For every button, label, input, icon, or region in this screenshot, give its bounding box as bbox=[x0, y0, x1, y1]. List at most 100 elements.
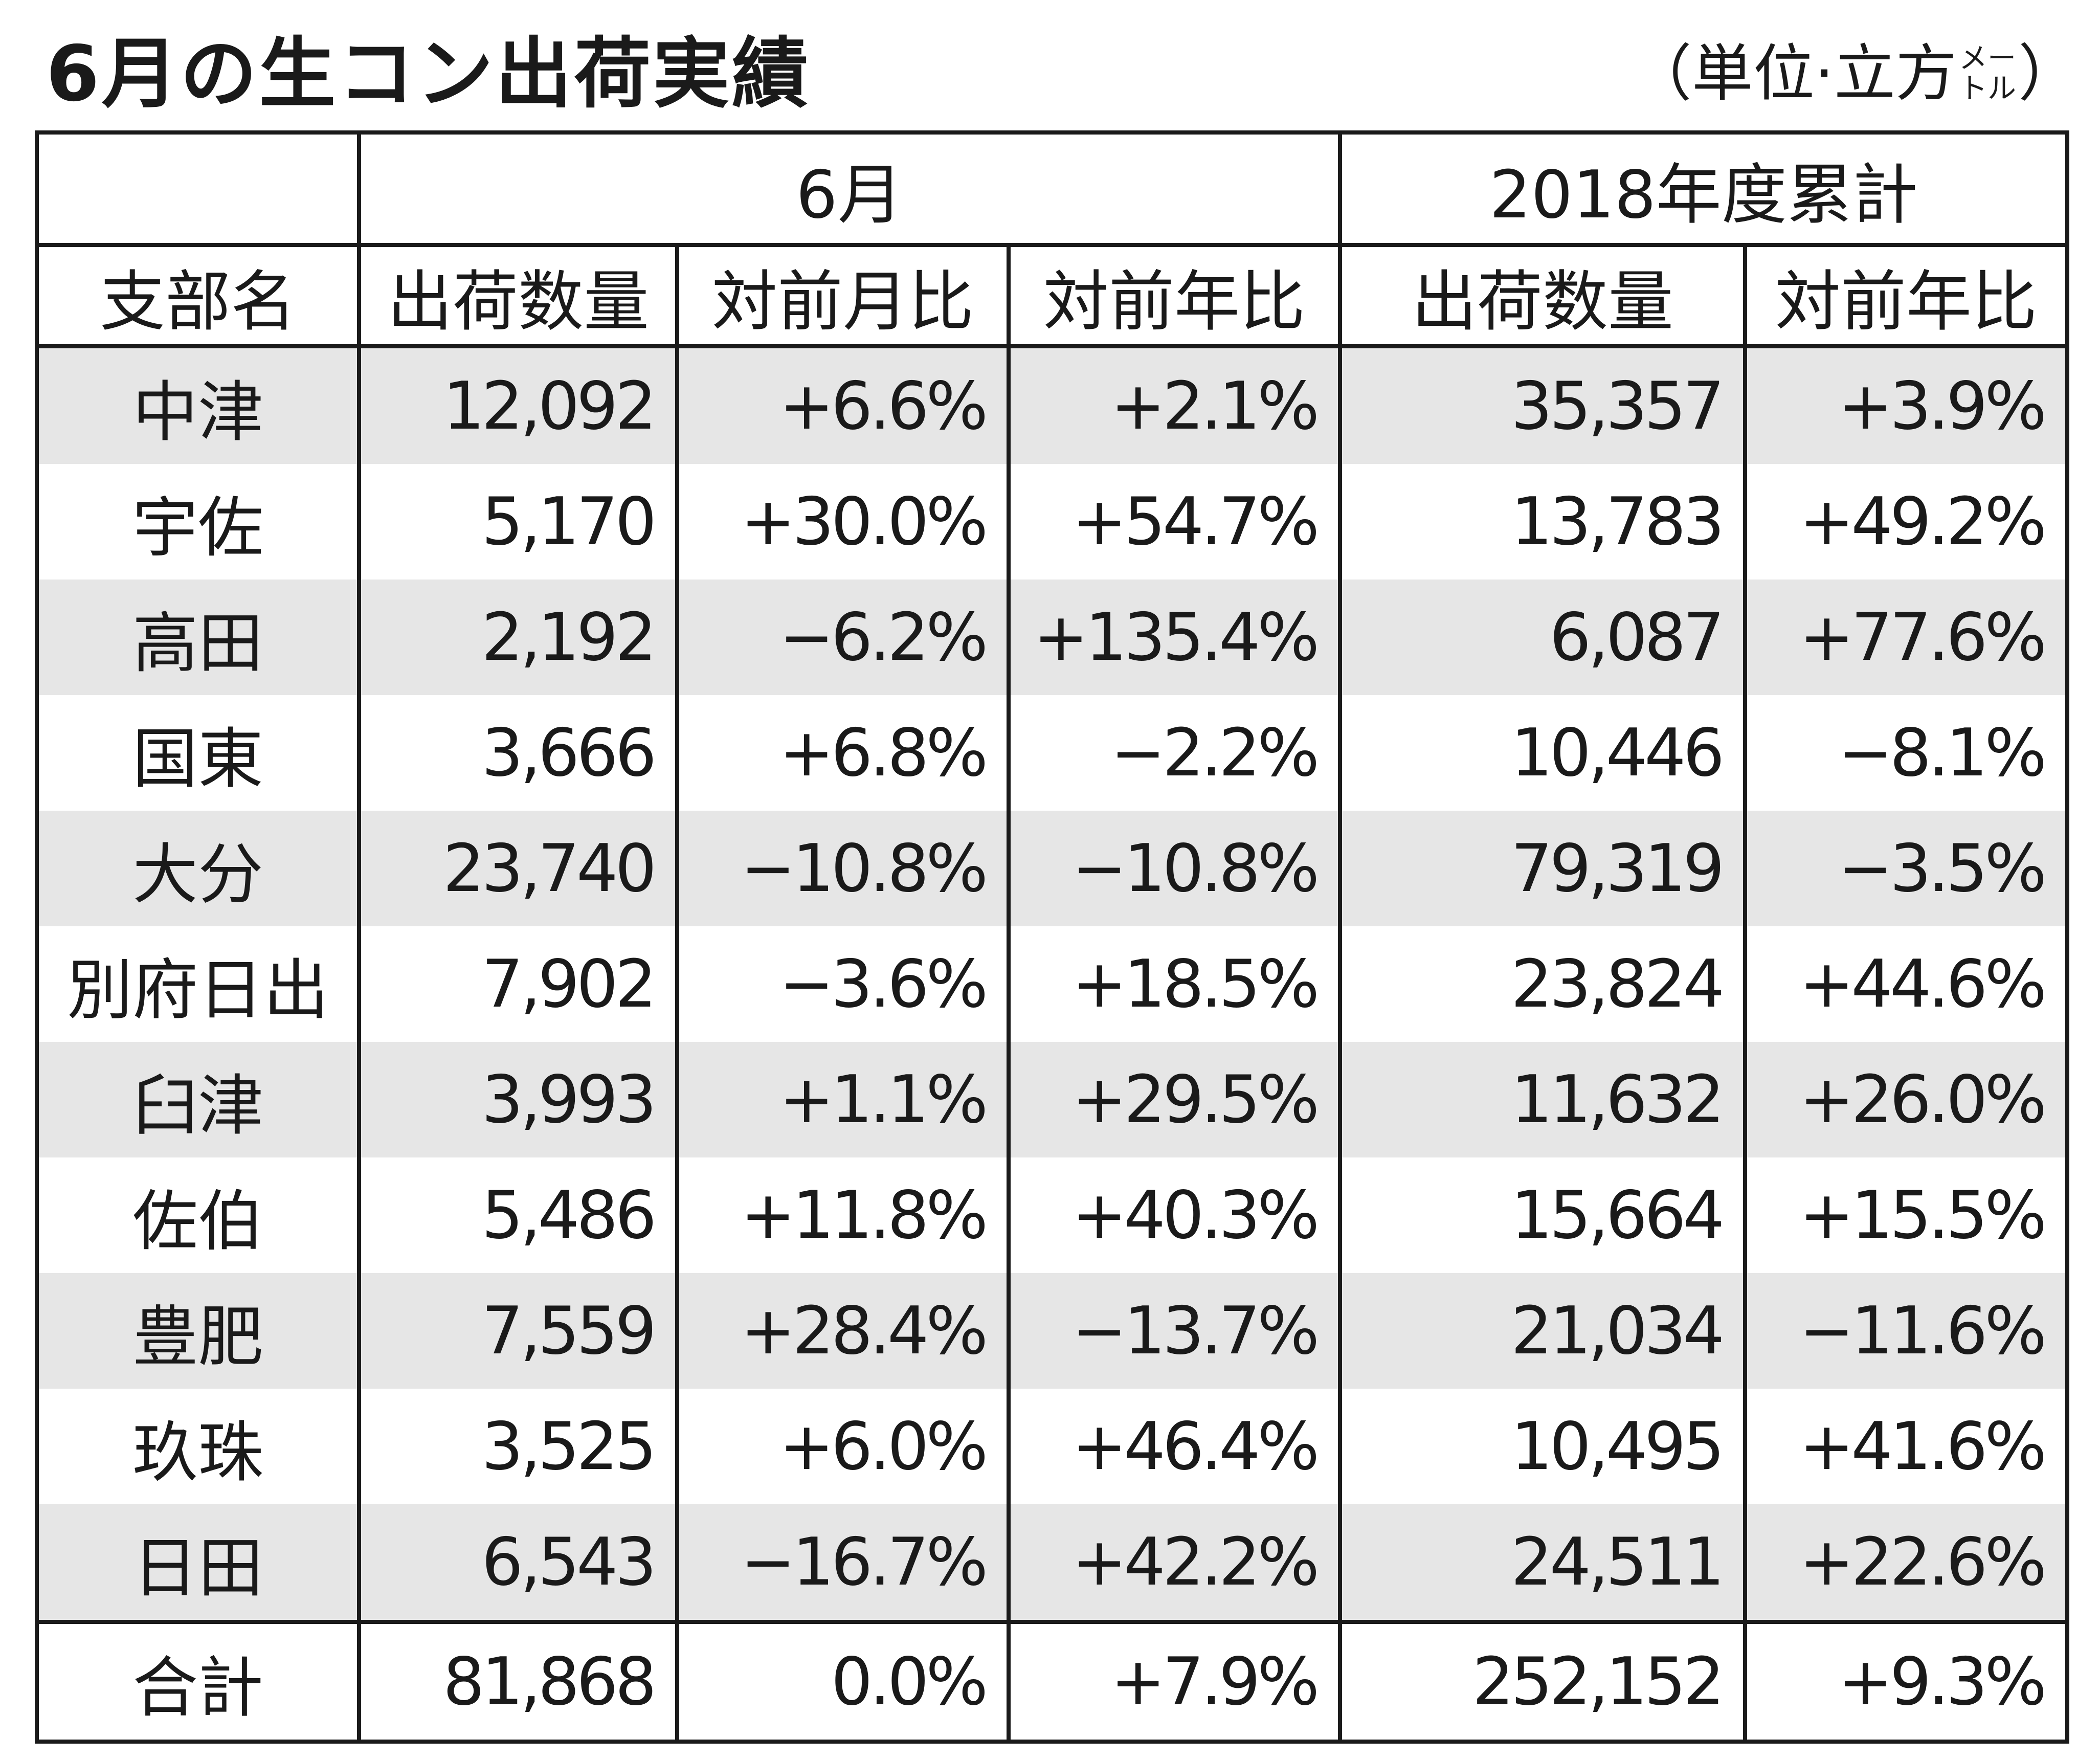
table-row: 日田 6,543 −16.7% +42.2% 24,511 +22.6% bbox=[35, 1504, 2070, 1622]
unit-suffix: ） bbox=[2018, 38, 2080, 109]
june-mom: +28.4% bbox=[675, 1273, 1011, 1389]
header-branch: 支部名 bbox=[35, 243, 361, 348]
cum-yoy: −8.1% bbox=[1742, 695, 2070, 811]
unit-note: （単位·立方 メー トル ） bbox=[1630, 43, 2080, 105]
total-june-qty: 81,868 bbox=[357, 1620, 679, 1744]
cum-qty: 79,319 bbox=[1338, 811, 1747, 926]
header-cum-qty: 出荷数量 bbox=[1338, 243, 1747, 348]
cum-yoy: +41.6% bbox=[1742, 1389, 2070, 1504]
cum-qty: 11,632 bbox=[1338, 1042, 1747, 1157]
cum-qty: 10,446 bbox=[1338, 695, 1747, 811]
june-yoy: +42.2% bbox=[1007, 1504, 1342, 1622]
cum-qty: 10,495 bbox=[1338, 1389, 1747, 1504]
total-june-mom: 0.0% bbox=[675, 1620, 1011, 1744]
branch-name: 佐伯 bbox=[35, 1157, 361, 1273]
total-cum-qty: 252,152 bbox=[1338, 1620, 1747, 1744]
june-yoy: +46.4% bbox=[1007, 1389, 1342, 1504]
table-row: 大分 23,740 −10.8% −10.8% 79,319 −3.5% bbox=[35, 811, 2070, 926]
june-mom: +30.0% bbox=[675, 464, 1011, 580]
june-qty: 3,525 bbox=[357, 1389, 679, 1504]
cum-yoy: +26.0% bbox=[1742, 1042, 2070, 1157]
table-row: 豊肥 7,559 +28.4% −13.7% 21,034 −11.6% bbox=[35, 1273, 2070, 1389]
unit-prefix: （単位·立方 bbox=[1630, 38, 1957, 109]
unit-meters-top: メー bbox=[1959, 42, 2016, 76]
june-qty: 3,666 bbox=[357, 695, 679, 811]
header-group-june: 6月 bbox=[357, 130, 1342, 247]
branch-name: 宇佐 bbox=[35, 464, 361, 580]
total-row: 合計 81,868 0.0% +7.9% 252,152 +9.3% bbox=[35, 1620, 2070, 1744]
branch-name: 大分 bbox=[35, 811, 361, 926]
header-empty-cell bbox=[35, 130, 361, 247]
cum-qty: 21,034 bbox=[1338, 1273, 1747, 1389]
header-cum-yoy: 対前年比 bbox=[1742, 243, 2070, 348]
cum-yoy: +15.5% bbox=[1742, 1157, 2070, 1273]
unit-meters-bottom: トル bbox=[1959, 72, 2016, 105]
cum-qty: 6,087 bbox=[1338, 580, 1747, 695]
header-june-yoy: 対前年比 bbox=[1007, 243, 1342, 348]
june-mom: +11.8% bbox=[675, 1157, 1011, 1273]
june-yoy: +135.4% bbox=[1007, 580, 1342, 695]
cum-qty: 35,357 bbox=[1338, 346, 1747, 464]
june-yoy: +18.5% bbox=[1007, 926, 1342, 1042]
june-mom: −16.7% bbox=[675, 1504, 1011, 1622]
header-row-groups: 6月 2018年度累計 bbox=[35, 130, 2070, 247]
june-yoy: +54.7% bbox=[1007, 464, 1342, 580]
branch-name: 日田 bbox=[35, 1504, 361, 1622]
june-yoy: −13.7% bbox=[1007, 1273, 1342, 1389]
june-yoy: +29.5% bbox=[1007, 1042, 1342, 1157]
june-yoy: −2.2% bbox=[1007, 695, 1342, 811]
june-mom: −6.2% bbox=[675, 580, 1011, 695]
branch-name: 玖珠 bbox=[35, 1389, 361, 1504]
cum-qty: 13,783 bbox=[1338, 464, 1747, 580]
cum-yoy: +77.6% bbox=[1742, 580, 2070, 695]
table-row: 別府日出 7,902 −3.6% +18.5% 23,824 +44.6% bbox=[35, 926, 2070, 1042]
june-qty: 6,543 bbox=[357, 1504, 679, 1622]
table-row: 高田 2,192 −6.2% +135.4% 6,087 +77.6% bbox=[35, 580, 2070, 695]
header-group-cumulative: 2018年度累計 bbox=[1337, 130, 2070, 247]
june-yoy: +40.3% bbox=[1007, 1157, 1342, 1273]
table-row: 臼津 3,993 +1.1% +29.5% 11,632 +26.0% bbox=[35, 1042, 2070, 1157]
table-row: 宇佐 5,170 +30.0% +54.7% 13,783 +49.2% bbox=[35, 464, 2070, 580]
branch-name: 臼津 bbox=[35, 1042, 361, 1157]
table-row: 中津 12,092 +6.6% +2.1% 35,357 +3.9% bbox=[35, 346, 2070, 464]
june-mom: +6.0% bbox=[675, 1389, 1011, 1504]
june-mom: +6.6% bbox=[675, 346, 1011, 464]
branch-name: 国東 bbox=[35, 695, 361, 811]
june-qty: 7,902 bbox=[357, 926, 679, 1042]
unit-meters: メー トル bbox=[1959, 42, 2016, 105]
cum-yoy: +3.9% bbox=[1742, 346, 2070, 464]
table-row: 佐伯 5,486 +11.8% +40.3% 15,664 +15.5% bbox=[35, 1157, 2070, 1273]
june-mom: −10.8% bbox=[675, 811, 1011, 926]
branch-name: 豊肥 bbox=[35, 1273, 361, 1389]
shipment-table: 6月 2018年度累計 支部名 出荷数量 対前月比 対前年比 出荷数量 対前年比… bbox=[35, 130, 2070, 1744]
june-qty: 3,993 bbox=[357, 1042, 679, 1157]
header-row-columns: 支部名 出荷数量 対前月比 対前年比 出荷数量 対前年比 bbox=[35, 243, 2070, 348]
june-mom: +6.8% bbox=[675, 695, 1011, 811]
june-yoy: −10.8% bbox=[1007, 811, 1342, 926]
branch-name: 中津 bbox=[35, 346, 361, 464]
cum-yoy: +44.6% bbox=[1742, 926, 2070, 1042]
table-row: 国東 3,666 +6.8% −2.2% 10,446 −8.1% bbox=[35, 695, 2070, 811]
june-qty: 7,559 bbox=[357, 1273, 679, 1389]
june-qty: 12,092 bbox=[357, 346, 679, 464]
table-row: 玖珠 3,525 +6.0% +46.4% 10,495 +41.6% bbox=[35, 1389, 2070, 1504]
cum-yoy: +22.6% bbox=[1742, 1504, 2070, 1622]
cum-yoy: −11.6% bbox=[1742, 1273, 2070, 1389]
cum-qty: 24,511 bbox=[1338, 1504, 1747, 1622]
header-june-qty: 出荷数量 bbox=[357, 243, 679, 348]
june-mom: +1.1% bbox=[675, 1042, 1011, 1157]
cum-qty: 15,664 bbox=[1338, 1157, 1747, 1273]
cum-qty: 23,824 bbox=[1338, 926, 1747, 1042]
page-title: 6月の生コン出荷実績 bbox=[46, 30, 811, 119]
branch-name: 別府日出 bbox=[35, 926, 361, 1042]
june-yoy: +2.1% bbox=[1007, 346, 1342, 464]
branch-name: 高田 bbox=[35, 580, 361, 695]
june-qty: 23,740 bbox=[357, 811, 679, 926]
header-june-mom: 対前月比 bbox=[675, 243, 1011, 348]
cum-yoy: −3.5% bbox=[1742, 811, 2070, 926]
total-june-yoy: +7.9% bbox=[1007, 1620, 1342, 1744]
total-cum-yoy: +9.3% bbox=[1742, 1620, 2070, 1744]
june-qty: 5,170 bbox=[357, 464, 679, 580]
june-qty: 5,486 bbox=[357, 1157, 679, 1273]
june-mom: −3.6% bbox=[675, 926, 1011, 1042]
